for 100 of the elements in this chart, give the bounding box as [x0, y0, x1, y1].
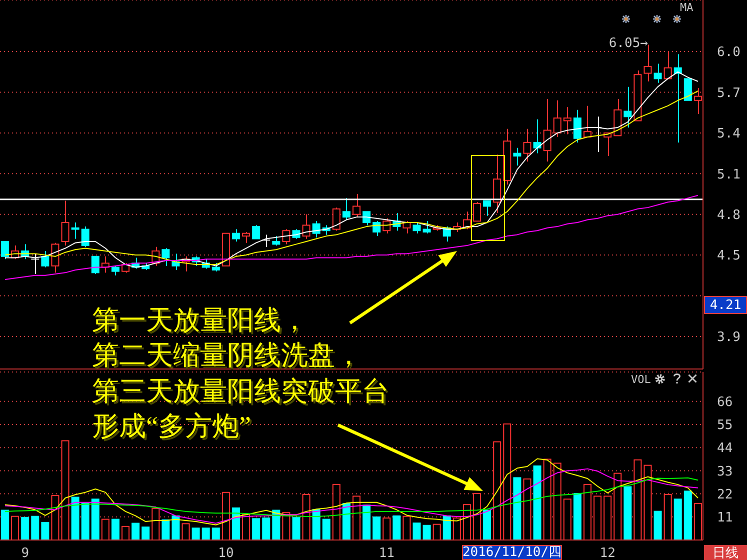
line-series [4, 477, 698, 517]
bar [362, 504, 371, 540]
bar [483, 510, 492, 540]
y-tick-label: 22 [717, 487, 733, 502]
bar [21, 516, 30, 540]
bar [232, 507, 240, 540]
bar [212, 528, 220, 540]
bar [41, 522, 50, 540]
bar [614, 472, 622, 540]
bar [503, 423, 512, 540]
y-tick-label: 33 [717, 464, 733, 480]
y-tick-label: 55 [717, 418, 733, 434]
bar [71, 496, 80, 540]
bar [422, 524, 431, 540]
bar [101, 518, 110, 540]
bar [674, 498, 682, 540]
x-tick-label: 9 [21, 546, 30, 560]
y-tick-label: 66 [717, 395, 733, 410]
bar [543, 458, 552, 540]
bar [402, 516, 411, 540]
candlestick [654, 63, 662, 84]
annotation: MA [680, 1, 694, 14]
bar [302, 494, 310, 540]
y-tick-label: 11 [717, 510, 733, 526]
annotation: 第三天放量阳线突破平台 [92, 376, 389, 406]
y-tick-label: 5.1 [717, 167, 740, 182]
bar [312, 509, 320, 540]
bar [31, 516, 40, 540]
bar [473, 492, 482, 540]
y-tick-label: 5.7 [717, 86, 740, 101]
bar [392, 515, 401, 540]
candlestick [624, 86, 632, 128]
bar [162, 519, 170, 540]
bar [352, 496, 360, 540]
bar [292, 517, 300, 540]
annotation: VOL [631, 373, 651, 386]
candlestick [563, 106, 572, 135]
bar [442, 515, 451, 540]
bar [202, 528, 210, 540]
bar [573, 492, 582, 540]
bar [111, 518, 120, 540]
x-tick-label: 11 [378, 546, 394, 560]
bar [583, 484, 592, 540]
bar [91, 498, 100, 540]
annotation: 6.05→ [608, 36, 648, 51]
line-series [4, 468, 698, 524]
annotation: 形成“多方炮” [92, 411, 251, 441]
bar [594, 496, 602, 540]
bar [182, 523, 190, 540]
bar [11, 516, 20, 540]
bar [1, 510, 9, 540]
y-tick-label: 3.9 [717, 330, 740, 346]
x-tick-label: 10 [218, 546, 234, 560]
bar [462, 504, 471, 540]
text: 4.21 [704, 296, 747, 314]
bar [222, 492, 230, 540]
bar [654, 510, 662, 540]
bar [604, 496, 612, 540]
bar [664, 494, 672, 540]
bar [523, 478, 532, 540]
bar [81, 503, 90, 540]
text: 2016/11/10/四 [462, 545, 562, 560]
bar [272, 510, 280, 540]
y-tick-label: 44 [717, 441, 733, 456]
candlestick [71, 222, 80, 240]
bar [132, 522, 140, 540]
bar [694, 503, 702, 540]
bar [322, 518, 330, 540]
bar [553, 462, 562, 540]
annotation: 第一天放量阳线， [92, 305, 308, 335]
candlestick [533, 118, 542, 154]
bar [412, 522, 421, 540]
line-series [4, 194, 698, 280]
candlestick [694, 88, 702, 114]
bar [332, 484, 340, 540]
y-tick-label: 4.5 [717, 248, 740, 264]
bar [142, 526, 150, 540]
bar [152, 508, 160, 540]
bar [513, 477, 522, 540]
bar [624, 486, 632, 540]
bar [533, 465, 542, 540]
x-tick-label: 12 [600, 546, 616, 560]
bar [563, 498, 572, 540]
bar [172, 515, 180, 540]
bar [242, 514, 250, 540]
bar [262, 518, 270, 540]
bar [432, 524, 441, 540]
y-tick-label: 5.4 [717, 126, 741, 142]
candlestick [513, 147, 522, 166]
bar [61, 440, 70, 540]
y-tick-label: 6.0 [717, 45, 740, 60]
bar [644, 464, 652, 540]
bar [122, 526, 130, 540]
bar [372, 516, 381, 540]
bar [452, 518, 461, 540]
candlestick [493, 154, 502, 214]
bar [493, 441, 502, 540]
bar [634, 459, 642, 540]
bar [252, 518, 260, 540]
bar [192, 528, 200, 540]
